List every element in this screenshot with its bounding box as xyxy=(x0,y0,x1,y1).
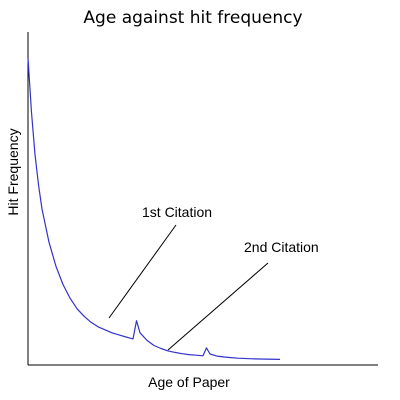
series-line-1 xyxy=(27,57,281,360)
series-layer xyxy=(27,57,281,360)
annotation-2-leader xyxy=(167,262,269,351)
x-axis-label: Age of Paper xyxy=(148,374,230,390)
chart-title: Age against hit frequency xyxy=(83,8,302,28)
y-axis-label: Hit Frequency xyxy=(5,128,21,215)
annotation-1-label: 1st Citation xyxy=(142,204,212,220)
annotation-1-leader xyxy=(108,224,177,319)
annotation-2-label: 2nd Citation xyxy=(244,239,319,255)
